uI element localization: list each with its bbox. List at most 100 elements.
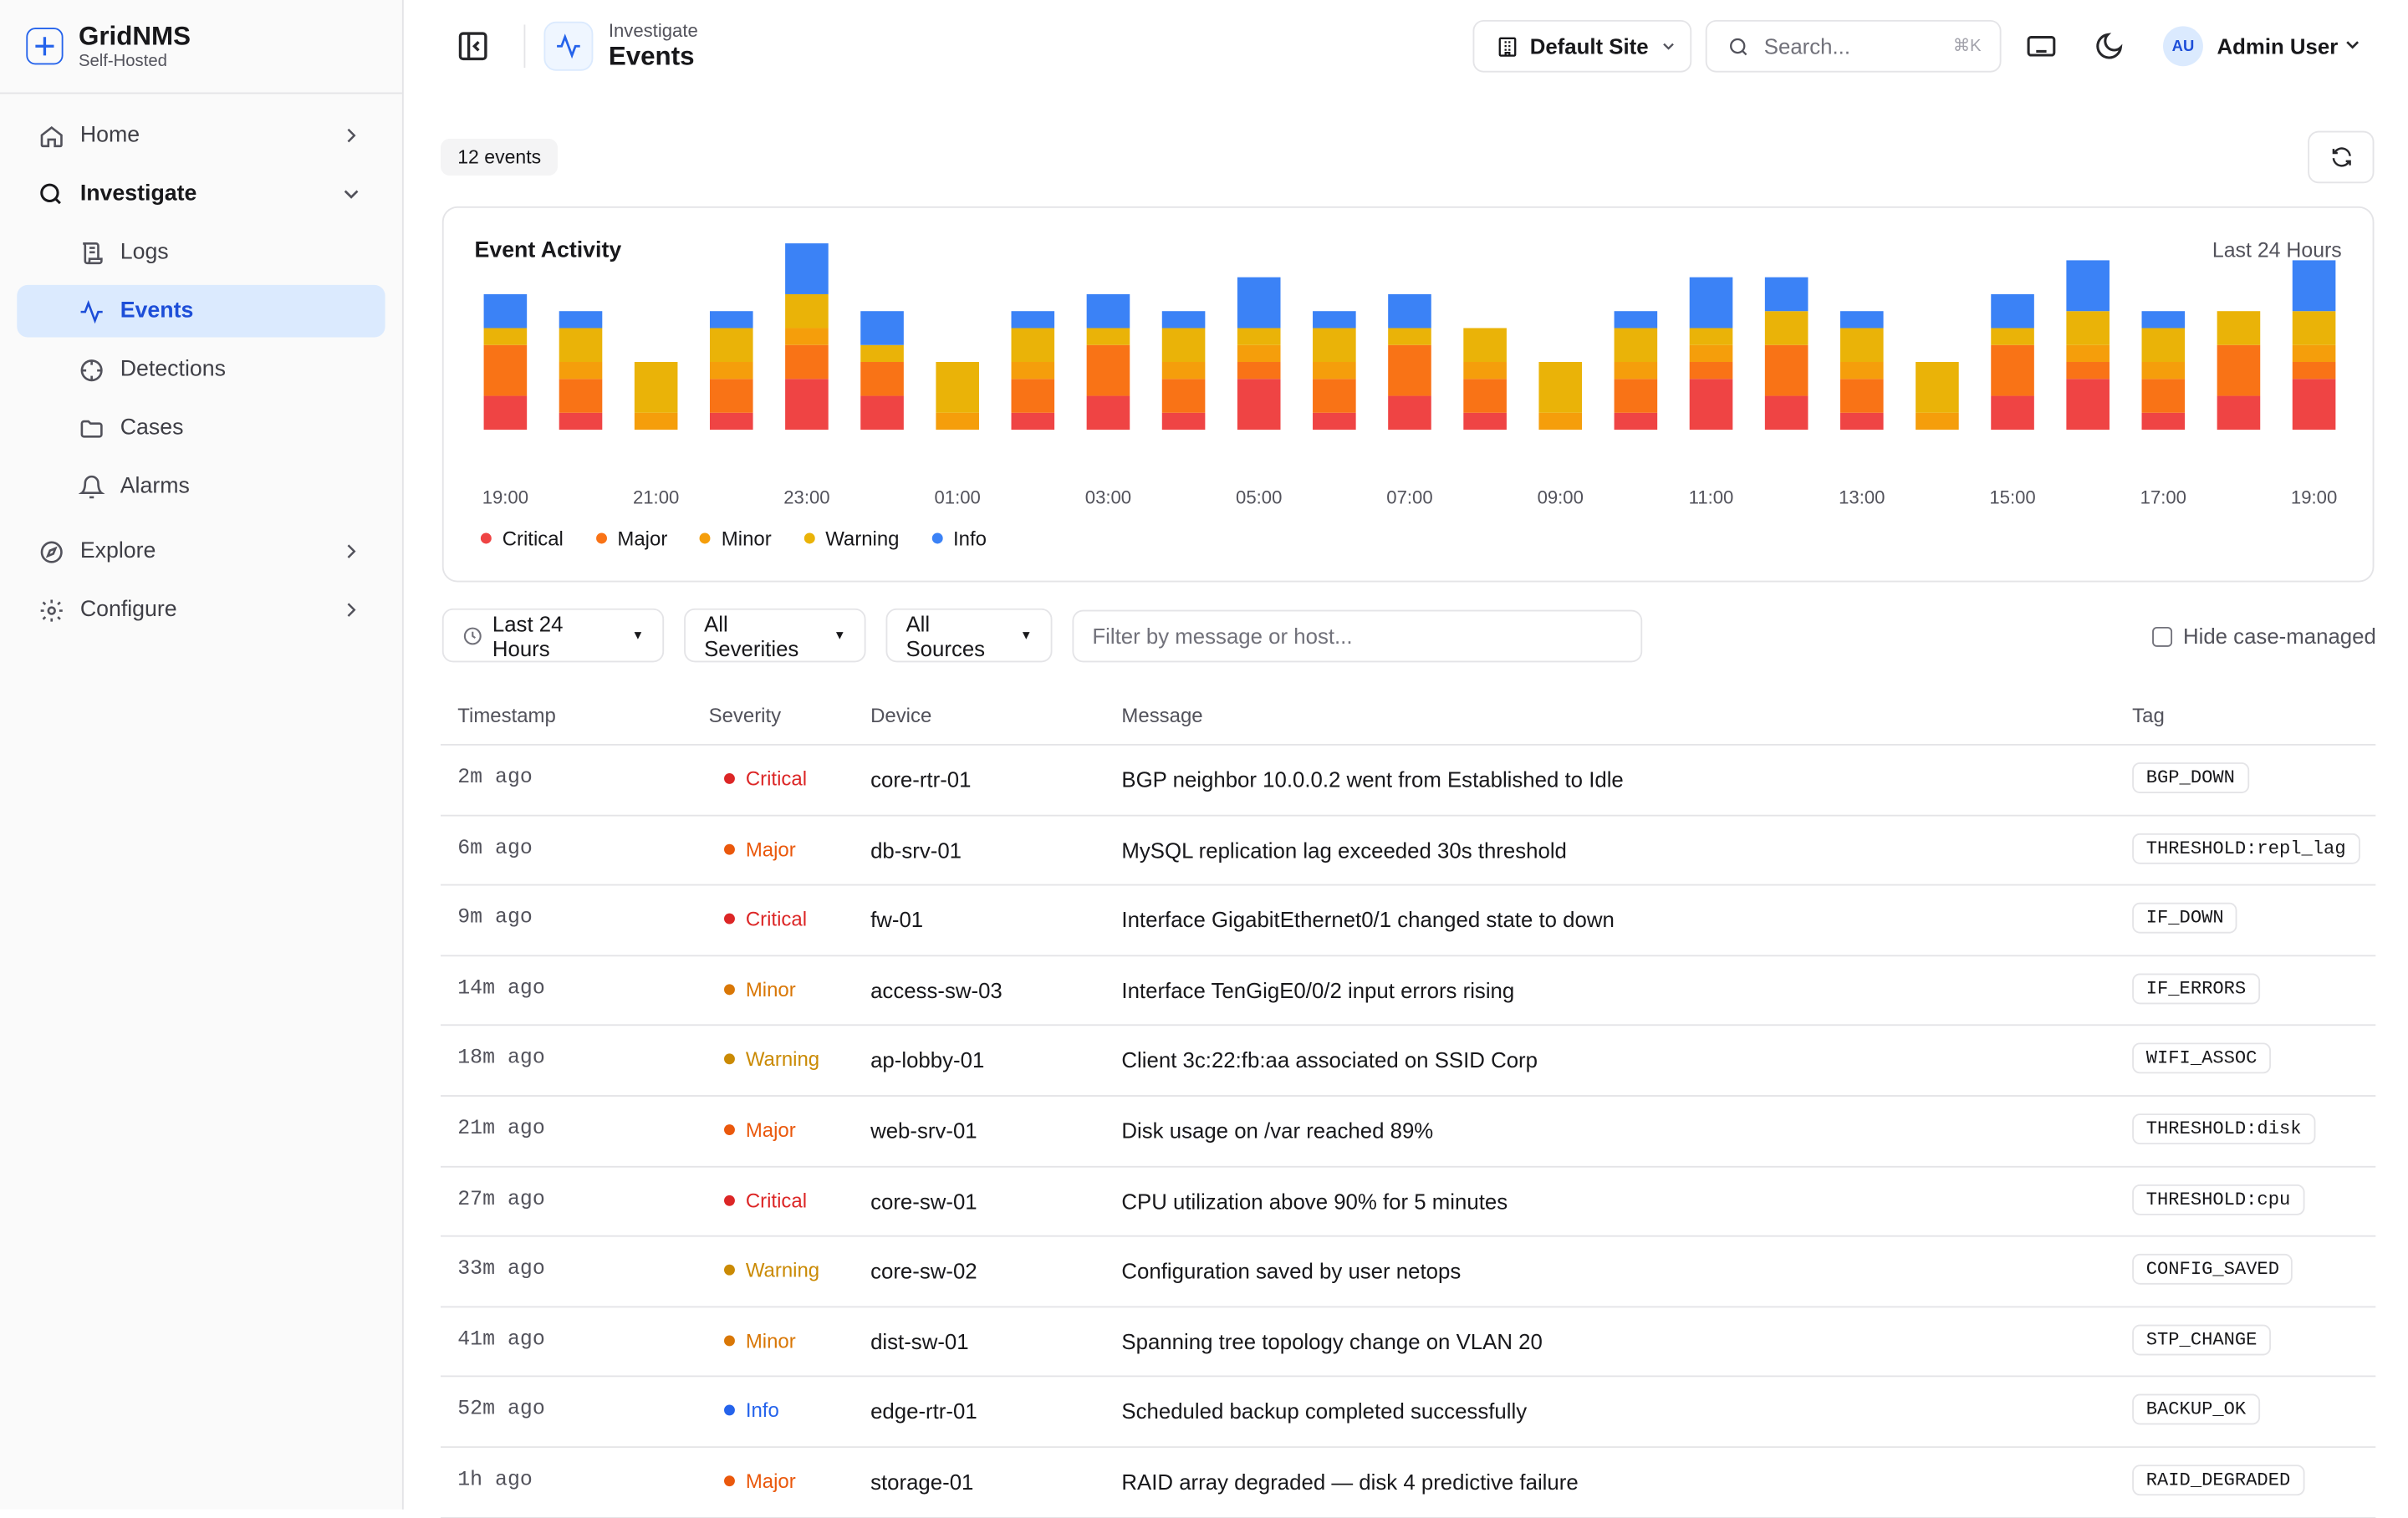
breadcrumb-parent[interactable]: Investigate — [608, 19, 698, 42]
bar-segment-critical[interactable] — [2217, 395, 2261, 430]
bar-segment-info[interactable] — [1388, 293, 1431, 329]
column-header-timestamp[interactable]: Timestamp — [457, 704, 556, 727]
bar-segment-info[interactable] — [2292, 260, 2336, 312]
bar-segment-major[interactable] — [1237, 362, 1281, 380]
bar-segment-warning[interactable] — [1538, 362, 1583, 413]
table-row[interactable]: 21m ago Major web-srv-01 Disk usage on /var… — [440, 1097, 2376, 1167]
bar-segment-info[interactable] — [1011, 311, 1055, 329]
bar-segment-warning[interactable] — [634, 362, 678, 413]
bar-segment-info[interactable] — [1086, 293, 1130, 329]
device-name[interactable]: db-srv-01 — [870, 837, 962, 863]
legend-item-warning[interactable]: Warning — [804, 527, 900, 550]
bar-segment-minor[interactable] — [559, 362, 603, 380]
bar-segment-critical[interactable] — [1839, 412, 1884, 430]
bar-segment-warning[interactable] — [2066, 311, 2110, 345]
avatar[interactable]: AU — [2163, 26, 2203, 67]
table-row[interactable]: 6m ago Major db-srv-01 MySQL replication la… — [440, 816, 2376, 886]
bar-segment-critical[interactable] — [785, 379, 829, 430]
bar-segment-warning[interactable] — [1463, 328, 1507, 363]
bar-segment-info[interactable] — [1614, 311, 1658, 329]
bar-segment-major[interactable] — [2292, 362, 2336, 380]
hide-case-managed-checkbox[interactable] — [2152, 626, 2173, 646]
bar-segment-warning[interactable] — [1388, 328, 1431, 345]
table-row[interactable]: 1h ago Major storage-01 RAID array degraded… — [440, 1448, 2376, 1518]
bar-segment-minor[interactable] — [1614, 362, 1658, 380]
legend-item-critical[interactable]: Critical — [480, 527, 564, 550]
bar-segment-info[interactable] — [785, 243, 829, 294]
table-row[interactable]: 2m ago Critical core-rtr-01 BGP neighbor 10… — [440, 746, 2376, 816]
bar-segment-warning[interactable] — [1011, 328, 1055, 363]
source-filter[interactable]: All Sources ▼ — [885, 608, 1053, 663]
bar-segment-major[interactable] — [1463, 379, 1507, 413]
sidebar-item-explore[interactable]: Explore — [17, 525, 385, 578]
bar-segment-minor[interactable] — [1011, 362, 1055, 380]
user-name[interactable]: Admin User — [2217, 33, 2339, 59]
bar-segment-info[interactable] — [1689, 277, 1733, 329]
bar-segment-critical[interactable] — [483, 395, 528, 430]
device-name[interactable]: access-sw-03 — [870, 977, 1002, 1003]
bar-segment-major[interactable] — [860, 362, 904, 396]
bar-segment-minor[interactable] — [2292, 344, 2336, 363]
bar-segment-warning[interactable] — [1086, 328, 1130, 345]
sidebar-item-cases[interactable]: Cases — [17, 402, 385, 455]
bar-segment-warning[interactable] — [1991, 328, 2034, 345]
bar-segment-info[interactable] — [2066, 260, 2110, 312]
bar-segment-critical[interactable] — [1614, 412, 1658, 430]
table-row[interactable]: 18m ago Warning ap-lobby-01 Client 3c:22:fb… — [440, 1026, 2376, 1097]
sidebar-item-events[interactable]: Events — [17, 284, 385, 338]
sidebar-item-configure[interactable]: Configure — [17, 583, 385, 636]
bar-segment-warning[interactable] — [709, 328, 753, 363]
device-name[interactable]: fw-01 — [870, 907, 924, 933]
bar-segment-warning[interactable] — [785, 293, 829, 329]
bar-segment-critical[interactable] — [860, 395, 904, 430]
message-host-filter-input[interactable] — [1072, 609, 1643, 663]
bar-segment-warning[interactable] — [1689, 328, 1733, 345]
bar-segment-info[interactable] — [1991, 293, 2034, 329]
sidebar-item-alarms[interactable]: Alarms — [17, 461, 385, 513]
legend-item-major[interactable]: Major — [595, 527, 667, 550]
bar-segment-critical[interactable] — [1086, 395, 1130, 430]
bar-segment-major[interactable] — [709, 379, 753, 413]
brand[interactable]: GridNMS Self-Hosted — [0, 0, 402, 94]
bar-segment-major[interactable] — [785, 344, 829, 380]
bar-segment-major[interactable] — [2066, 362, 2110, 380]
bar-segment-critical[interactable] — [1237, 379, 1281, 430]
column-header-device[interactable]: Device — [870, 704, 932, 727]
refresh-button[interactable] — [2308, 130, 2375, 184]
bar-segment-critical[interactable] — [1463, 412, 1507, 430]
keyboard-icon[interactable] — [2026, 31, 2057, 62]
bar-segment-warning[interactable] — [2217, 311, 2261, 345]
bar-segment-warning[interactable] — [483, 328, 528, 345]
device-name[interactable]: web-srv-01 — [870, 1118, 977, 1144]
bar-segment-critical[interactable] — [1991, 395, 2034, 430]
device-name[interactable]: storage-01 — [870, 1469, 974, 1495]
sidebar-item-detections[interactable]: Detections — [17, 344, 385, 396]
bar-segment-major[interactable] — [483, 344, 528, 396]
table-row[interactable]: 33m ago Warning core-sw-02 Configuration sa… — [440, 1237, 2376, 1307]
severity-filter[interactable]: All Severities ▼ — [684, 608, 866, 663]
table-row[interactable]: 41m ago Minor dist-sw-01 Spanning tree topo… — [440, 1307, 2376, 1378]
bar-segment-critical[interactable] — [1313, 412, 1356, 430]
bar-segment-critical[interactable] — [2141, 412, 2186, 430]
bar-segment-critical[interactable] — [1161, 412, 1206, 430]
sidebar-toggle-icon[interactable] — [456, 29, 490, 64]
bar-segment-warning[interactable] — [559, 328, 603, 363]
bar-segment-info[interactable] — [1313, 311, 1356, 329]
global-search[interactable]: Search... ⌘K — [1705, 19, 2002, 73]
bar-segment-critical[interactable] — [1011, 412, 1055, 430]
bar-segment-warning[interactable] — [936, 362, 979, 413]
bar-segment-critical[interactable] — [2066, 379, 2110, 430]
sidebar-item-logs[interactable]: Logs — [17, 227, 385, 279]
column-header-tag[interactable]: Tag — [2132, 704, 2165, 727]
table-row[interactable]: 14m ago Minor access-sw-03 Interface TenGig… — [440, 956, 2376, 1026]
bar-segment-minor[interactable] — [1463, 362, 1507, 380]
bar-segment-major[interactable] — [1764, 344, 1809, 396]
bar-segment-major[interactable] — [1011, 379, 1055, 413]
bar-segment-minor[interactable] — [1689, 344, 1733, 363]
sidebar-item-investigate[interactable]: Investigate — [17, 168, 385, 221]
bar-segment-info[interactable] — [1764, 277, 1809, 312]
bar-segment-minor[interactable] — [1161, 362, 1206, 380]
bar-segment-major[interactable] — [1388, 344, 1431, 396]
bar-segment-minor[interactable] — [936, 412, 979, 430]
column-header-message[interactable]: Message — [1121, 704, 1203, 727]
